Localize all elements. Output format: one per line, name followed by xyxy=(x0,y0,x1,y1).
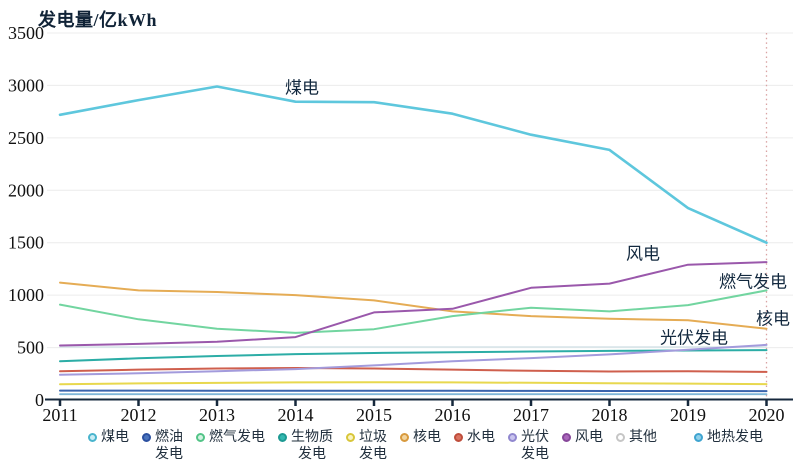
legend-item-燃气发电: 燃气发电 xyxy=(196,429,265,446)
legend-label: 水电 xyxy=(467,430,495,445)
series-line-风电 xyxy=(59,261,768,347)
y-axis-tick-label: 0 xyxy=(35,390,44,410)
series-line-垃圾发电 xyxy=(59,381,768,386)
series-line-光伏发电 xyxy=(59,343,768,376)
x-axis-tick-label: 2015 xyxy=(356,405,392,425)
legend-item-地热发电: 地热发电 xyxy=(694,429,763,446)
series-line-燃气发电 xyxy=(59,289,768,334)
y-axis-tick-label: 1000 xyxy=(8,285,44,305)
legend-marker-icon xyxy=(88,433,97,442)
series-label: 燃气发电 xyxy=(719,273,787,292)
series-label: 煤电 xyxy=(285,79,319,98)
x-axis-tick-label: 2016 xyxy=(435,405,471,425)
legend-marker-icon xyxy=(400,433,409,442)
legend-item-风电: 风电 xyxy=(562,429,603,446)
y-axis-tick-label: 3000 xyxy=(8,75,44,95)
series-line-水电 xyxy=(59,367,768,373)
legend-label: 地热发电 xyxy=(707,430,763,445)
legend-item-核电: 核电 xyxy=(400,429,441,446)
series-label: 光伏发电 xyxy=(660,329,728,348)
legend-marker-icon xyxy=(454,433,463,442)
legend-item-水电: 水电 xyxy=(454,429,495,446)
legend-item-煤电: 煤电 xyxy=(88,429,129,446)
legend-marker-icon xyxy=(562,433,571,442)
series-line-煤电 xyxy=(58,85,768,244)
x-axis-tick-label: 2019 xyxy=(670,405,706,425)
x-axis-tick-label: 2020 xyxy=(749,405,785,425)
legend-item-其他: 其他 xyxy=(616,429,657,446)
series-label: 核电 xyxy=(756,310,790,329)
legend-marker-icon xyxy=(196,433,205,442)
legend-marker-icon xyxy=(278,433,287,442)
x-axis-tick-label: 2018 xyxy=(592,405,628,425)
y-axis-tick-label: 2500 xyxy=(8,128,44,148)
y-axis-tick-label: 3500 xyxy=(8,23,44,43)
chart-title: 发电量/亿kWh xyxy=(38,10,158,30)
x-axis-tick-label: 2011 xyxy=(42,405,77,425)
y-axis-tick-label: 500 xyxy=(17,338,44,358)
legend-label: 煤电 xyxy=(101,430,129,445)
x-axis-tick-label: 2014 xyxy=(278,405,314,425)
legend-label: 燃油 发电 xyxy=(155,430,183,463)
series-line-燃油发电 xyxy=(59,389,768,393)
series-label: 风电 xyxy=(626,245,660,264)
legend-label: 光伏 发电 xyxy=(521,430,549,463)
series-line-核电 xyxy=(59,281,768,330)
legend-marker-icon xyxy=(616,433,625,442)
x-axis-tick-label: 2012 xyxy=(121,405,157,425)
legend-item-燃油发电: 燃油 发电 xyxy=(142,429,183,463)
series-line-生物质发电 xyxy=(59,349,768,363)
legend-item-生物质发电: 生物质 发电 xyxy=(278,429,333,463)
x-axis-tick-label: 2013 xyxy=(199,405,235,425)
legend-marker-icon xyxy=(508,433,517,442)
legend-marker-icon xyxy=(346,433,355,442)
legend-label: 核电 xyxy=(413,430,441,445)
legend-label: 风电 xyxy=(575,430,603,445)
legend-label: 垃圾 发电 xyxy=(359,430,387,463)
x-axis-tick-label: 2017 xyxy=(513,405,549,425)
legend-item-光伏发电: 光伏 发电 xyxy=(508,429,549,463)
y-axis-tick-label: 2000 xyxy=(8,180,44,200)
y-axis-tick-label: 1500 xyxy=(8,233,44,253)
chart-legend: 煤电 燃油 发电 燃气发电 生物质 发电 垃圾 发电 核电 水电 光伏 发电 风电 其他 地热发电 xyxy=(88,429,794,463)
legend-marker-icon xyxy=(142,433,151,442)
legend-label: 其他 xyxy=(629,430,657,445)
legend-marker-icon xyxy=(694,433,703,442)
legend-item-垃圾发电: 垃圾 发电 xyxy=(346,429,387,463)
legend-label: 生物质 发电 xyxy=(291,430,333,463)
legend-label: 燃气发电 xyxy=(209,430,265,445)
